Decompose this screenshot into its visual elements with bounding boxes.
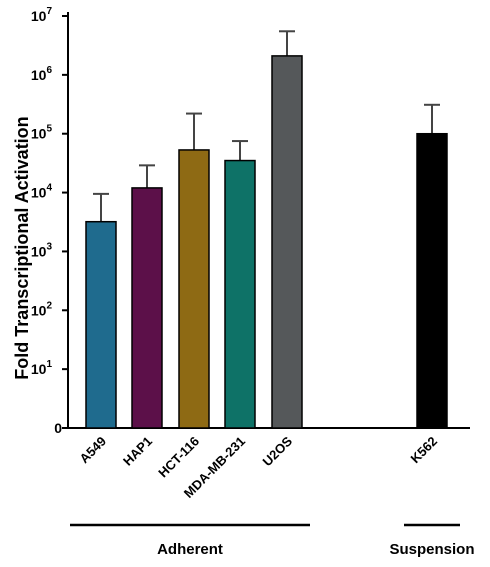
y-tick-label: 104 <box>31 183 53 201</box>
group-label: Adherent <box>157 541 223 558</box>
x-tick-label: A549 <box>77 434 110 467</box>
bar-k562 <box>416 132 448 429</box>
x-tick-label: HAP1 <box>120 434 155 469</box>
y-tick-label: 102 <box>31 300 53 318</box>
y-tick-label: 105 <box>31 124 53 142</box>
y-axis-ticks: 0 101 102 103 104 105 106 107 <box>31 6 68 436</box>
x-tick-label: HCT-116 <box>155 434 202 481</box>
y-tick-label: 0 <box>54 420 62 436</box>
x-tick-label: U2OS <box>259 433 295 469</box>
y-tick-label: 101 <box>31 359 53 377</box>
chart-axes <box>67 12 470 429</box>
y-tick-label: 106 <box>31 65 53 83</box>
y-axis-label: Fold Transcriptional Activation <box>12 116 32 379</box>
bar-u2os <box>271 55 303 429</box>
bar-a549 <box>85 220 117 429</box>
bar-hap1 <box>131 187 163 429</box>
x-tick-label: K562 <box>408 434 441 467</box>
group-label: Suspension <box>389 541 474 558</box>
y-tick-label: 103 <box>31 241 53 259</box>
group-brackets: Adherent Suspension <box>70 523 475 558</box>
chart-bars <box>85 30 448 429</box>
y-tick-label: 107 <box>31 6 53 24</box>
bar-mda-mb-231 <box>224 159 256 429</box>
bar-hct-116 <box>178 149 210 429</box>
